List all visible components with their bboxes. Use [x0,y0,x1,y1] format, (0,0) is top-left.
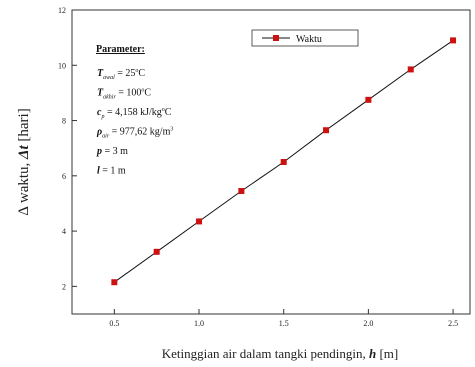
y-axis-title-var: Δt [16,145,32,160]
parameter-line: p = 3 m [96,146,128,157]
y-tick-label: 4 [62,227,66,236]
data-point [450,37,457,44]
x-tick-label: 2.5 [448,319,458,328]
parameter-annotation: Parameter: Tawal = 25oC Takhir = 100oC cp … [96,44,173,177]
y-axis-title-unit: [hari] [16,108,32,141]
x-axis-title-text: Ketinggian air dalam tangki pendingin, [162,346,366,361]
legend-label: Waktu [296,34,322,45]
parameter-line: Takhir = 100oC [97,88,151,101]
data-point [407,66,414,73]
x-axis-title-unit: [m] [379,346,398,361]
data-point [323,127,330,134]
legend-box [251,29,359,47]
x-tick-label: 0.5 [109,319,119,328]
y-tick-label: 10 [58,61,66,70]
data-point [196,218,203,225]
data-point [365,96,372,103]
parameter-line: Tawal = 25oC [97,68,145,81]
x-tick-label: 2.0 [363,319,373,328]
parameter-line: l = 1 m [97,166,126,177]
axis-ticks: 0.5 1.0 1.5 2.0 2.5 2 4 6 8 10 12 [58,6,458,328]
data-point [111,279,118,286]
series-layer [111,37,457,286]
data-point [280,159,287,165]
y-tick-label: 6 [62,172,66,181]
data-point [153,248,160,255]
parameter-line: ρair = 977,62 kg/m3 [96,127,173,140]
x-tick-label: 1.5 [279,319,289,328]
y-tick-label: 12 [58,6,66,15]
parameter-line: cp = 4,158 kJ/kgoC [97,107,172,120]
parameter-heading: Parameter: [96,44,145,55]
y-tick-label: 2 [62,282,66,291]
x-axis-title: Ketinggian air dalam tangki pendingin, h… [162,346,399,361]
plot-frame [71,9,471,315]
y-tick-label: 8 [62,117,66,126]
legend: Waktu [251,29,359,47]
data-point [238,188,245,195]
x-tick-label: 1.0 [194,319,204,328]
y-axis-title: Δ waktu, Δt [hari] [16,108,32,215]
y-axis-title-prefix: Δ waktu, [16,163,32,216]
legend-marker [273,35,279,41]
x-axis-title-var: h [369,346,376,361]
